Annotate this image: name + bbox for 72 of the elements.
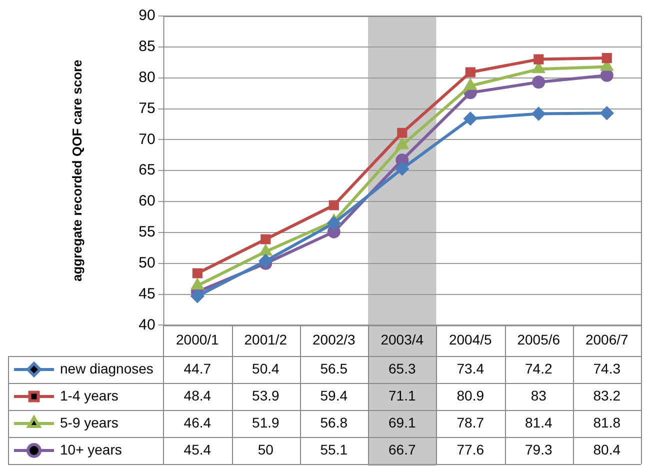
x-tick-label: 2000/1 [176,331,220,348]
data-label: 74.2 [525,360,552,376]
data-label: 50.4 [252,360,280,376]
data-label: 66.7 [388,441,416,458]
point [397,128,408,138]
point [464,79,476,90]
y-tick-label: 80 [138,68,156,86]
data-label: 56.5 [320,360,348,376]
point [260,234,271,244]
y-axis-title: aggregate recorded QOF care score [69,60,84,282]
y-tick-label: 50 [138,254,156,272]
data-label: 79.3 [525,441,552,458]
legend-label: 10+ years [60,441,122,458]
data-label: 51.9 [252,414,280,430]
y-tick-label: 45 [138,285,156,302]
x-tick-label: 2003/4 [380,331,424,348]
legend-label: 1-4 years [60,387,118,404]
data-label: 81.4 [525,414,552,430]
y-tick-label: 65 [138,162,156,179]
point [532,76,546,89]
data-label: 65.3 [388,360,416,376]
data-label: 77.6 [456,441,484,458]
data-label: 46.4 [184,414,212,430]
data-label: 74.3 [593,360,621,376]
data-label: 56.8 [320,414,348,430]
data-label: 50 [258,441,274,458]
y-tick-label: 40 [138,316,156,334]
data-label: 45.4 [184,441,212,458]
y-tick-label: 70 [138,130,156,148]
point [602,53,612,64]
point [464,112,477,126]
data-label: 83 [530,387,547,404]
legend-label: new diagnoses [60,360,154,376]
point [532,107,546,120]
point [534,54,544,64]
x-tick-label: 2001/2 [244,331,288,348]
data-label: 73.4 [456,360,484,376]
data-label: 83.2 [593,387,621,404]
data-label: 44.7 [184,360,212,376]
y-tick-label: 85 [138,38,156,56]
legend-label: 5-9 years [60,414,118,430]
data-label: 80.4 [593,441,621,458]
point [259,254,272,268]
y-tick-label: 75 [138,100,156,117]
data-label: 78.7 [456,414,484,430]
point [396,162,409,176]
y-tick-label: 60 [138,192,156,210]
data-label: 59.4 [320,387,348,404]
data-label: 53.9 [252,387,280,404]
point [327,216,340,230]
data-label: 55.1 [320,441,348,458]
point [260,245,272,256]
data-label: 80.9 [456,387,484,404]
point [192,279,204,290]
x-tick-label: 2002/3 [312,331,356,348]
data-label: 48.4 [184,387,212,404]
y-tick-label: 90 [138,7,156,24]
point [396,138,408,150]
point [600,68,614,82]
x-tick-label: 2005/6 [517,331,560,348]
x-tick-label: 2004/5 [448,331,492,348]
point [190,290,204,303]
data-label: 81.8 [593,414,621,430]
y-tick-label: 55 [138,224,156,241]
point [192,268,202,278]
point [328,200,339,210]
data-label: 71.1 [388,387,416,404]
point [600,106,614,120]
data-label: 69.1 [388,414,416,430]
x-tick-label: 2006/7 [585,331,628,348]
point [465,67,476,78]
point [532,62,544,74]
